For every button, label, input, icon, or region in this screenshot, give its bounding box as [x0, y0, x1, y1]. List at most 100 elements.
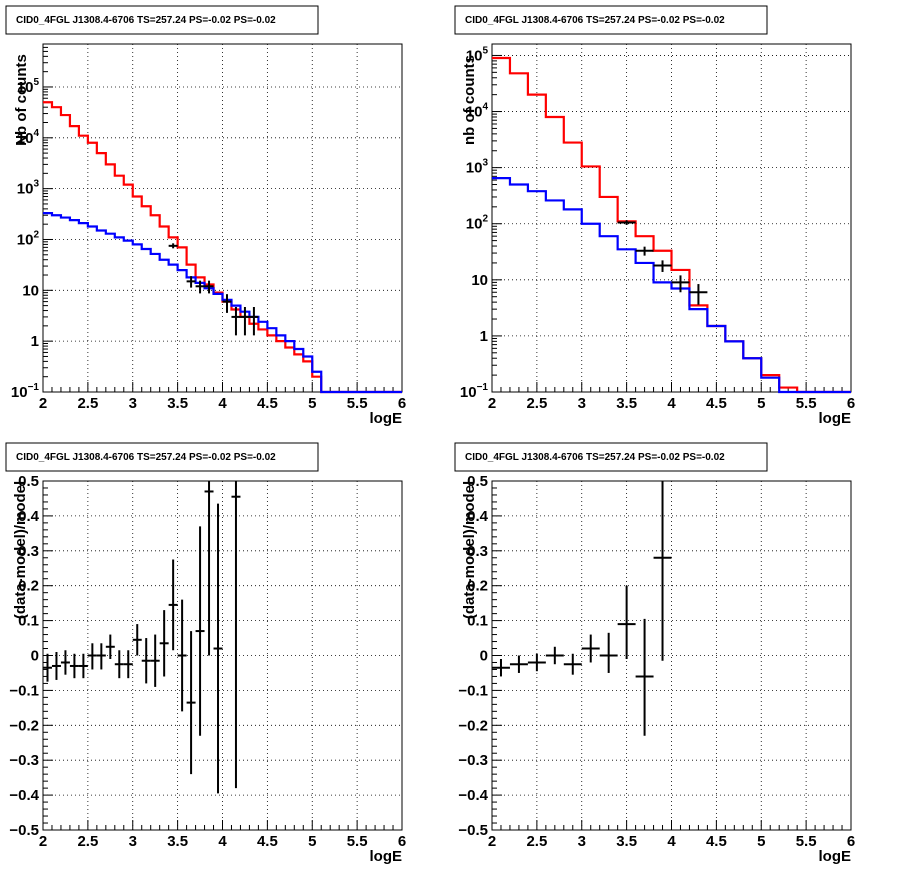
y-tick-label: −0.5 — [458, 822, 488, 839]
y-tick-label: 0 — [31, 648, 39, 665]
y-axis-label: (data-model)/model — [12, 481, 29, 619]
x-tick-label: 3 — [129, 395, 137, 412]
y-tick-label: 0.5 — [467, 473, 488, 490]
data-point — [96, 643, 106, 670]
data-point — [509, 655, 528, 673]
data-point — [51, 652, 61, 680]
x-axis-label: logE — [819, 848, 852, 865]
y-tick-label: −0.3 — [458, 752, 488, 769]
x-tick-label: 5.5 — [347, 395, 368, 412]
data-point — [132, 624, 142, 656]
x-tick-label: 2 — [39, 395, 47, 412]
y-tick-exponent: −1 — [477, 382, 489, 393]
data-point — [213, 503, 223, 794]
data-point — [653, 481, 672, 661]
data-point — [105, 634, 115, 659]
y-tick-label: −0.2 — [458, 717, 488, 734]
panel-top-left: CID0_4FGL J1308.4-6706 TS=257.24 PS=-0.0… — [5, 5, 406, 427]
y-axis-label: nb of counts — [461, 55, 478, 145]
y-tick-label: 0.2 — [467, 578, 488, 595]
y-tick-label: 0.2 — [18, 578, 39, 595]
x-tick-label: 4.5 — [257, 395, 278, 412]
y-tick-label: −0.4 — [9, 787, 39, 804]
x-tick-label: 3.5 — [167, 833, 188, 850]
y-tick-label: −0.4 — [458, 787, 488, 804]
y-tick-label: 103 — [466, 158, 489, 177]
x-tick-label: 4.5 — [257, 833, 278, 850]
x-axis-label: logE — [370, 848, 403, 865]
series-line-red — [492, 56, 851, 394]
y-tick-label: 1 — [31, 333, 39, 350]
data-point — [581, 634, 600, 663]
y-tick-label: −0.1 — [9, 682, 39, 699]
panel-top-right: CID0_4FGL J1308.4-6706 TS=257.24 PS=-0.0… — [454, 5, 855, 427]
y-axis-label: Nb of counts — [13, 54, 30, 146]
y-tick-label: 10−1 — [460, 382, 489, 401]
x-tick-label: 3.5 — [616, 833, 637, 850]
y-tick-label: 0.1 — [467, 613, 488, 630]
x-tick-label: 3 — [578, 833, 586, 850]
x-tick-label: 3 — [578, 395, 586, 412]
y-tick-label: 0.4 — [467, 508, 489, 525]
x-tick-label: 6 — [398, 833, 406, 850]
data-point — [617, 220, 636, 225]
data-point — [599, 632, 618, 673]
y-tick-exponent: 4 — [482, 102, 488, 113]
x-tick-label: 5.5 — [796, 833, 817, 850]
data-point — [60, 650, 70, 675]
y-tick-label: 102 — [17, 229, 40, 248]
data-point — [545, 646, 564, 665]
data-point — [177, 599, 187, 712]
data-point — [141, 638, 151, 684]
x-tick-label: 5 — [757, 833, 765, 850]
data-point — [186, 276, 196, 288]
data-point — [123, 650, 133, 679]
y-tick-label: 1 — [480, 328, 488, 345]
y-tick-exponent: 4 — [33, 128, 39, 139]
y-tick-label: −0.5 — [9, 822, 39, 839]
x-tick-label: 4 — [667, 395, 676, 412]
x-tick-label: 2.5 — [526, 395, 547, 412]
panel-bottom-right: CID0_4FGL J1308.4-6706 TS=257.24 PS=-0.0… — [454, 442, 855, 865]
y-tick-label: −0.1 — [458, 682, 488, 699]
data-point — [635, 246, 654, 256]
x-tick-label: 5 — [308, 833, 316, 850]
x-axis-label: logE — [819, 410, 852, 427]
y-tick-label: 102 — [466, 214, 489, 233]
data-point — [159, 610, 169, 677]
data-point — [186, 631, 196, 775]
y-tick-exponent: 5 — [33, 77, 39, 88]
y-tick-label: 10 — [471, 272, 488, 289]
data-point — [87, 643, 97, 670]
title-box — [454, 442, 768, 472]
data-point — [635, 618, 654, 736]
data-point — [617, 585, 636, 659]
x-tick-label: 2 — [488, 395, 496, 412]
chart-title: CID0_4FGL J1308.4-6706 TS=257.24 PS=-0.0… — [465, 452, 725, 463]
data-point — [240, 306, 250, 336]
x-tick-label: 4.5 — [706, 833, 727, 850]
x-tick-label: 2 — [488, 833, 496, 850]
x-tick-label: 2.5 — [77, 395, 98, 412]
x-tick-label: 4.5 — [706, 395, 727, 412]
y-tick-label: 0 — [480, 648, 488, 665]
y-tick-label: 0.4 — [18, 508, 40, 525]
x-tick-label: 2 — [39, 833, 47, 850]
data-point — [527, 653, 546, 672]
x-tick-label: 3.5 — [616, 395, 637, 412]
x-tick-label: 3 — [129, 833, 137, 850]
x-tick-label: 4 — [667, 833, 676, 850]
y-tick-exponent: −1 — [28, 382, 40, 393]
y-tick-label: 0.3 — [18, 543, 39, 560]
data-point — [78, 653, 88, 679]
x-tick-label: 6 — [398, 395, 406, 412]
x-tick-label: 6 — [847, 395, 855, 412]
data-point — [168, 243, 178, 249]
data-point — [231, 481, 241, 789]
data-point — [492, 658, 510, 677]
x-tick-label: 4 — [218, 395, 227, 412]
y-tick-label: 0.5 — [18, 473, 39, 490]
data-point — [195, 526, 205, 736]
chart-title: CID0_4FGL J1308.4-6706 TS=257.24 PS=-0.0… — [16, 15, 276, 26]
data-point — [43, 653, 52, 682]
